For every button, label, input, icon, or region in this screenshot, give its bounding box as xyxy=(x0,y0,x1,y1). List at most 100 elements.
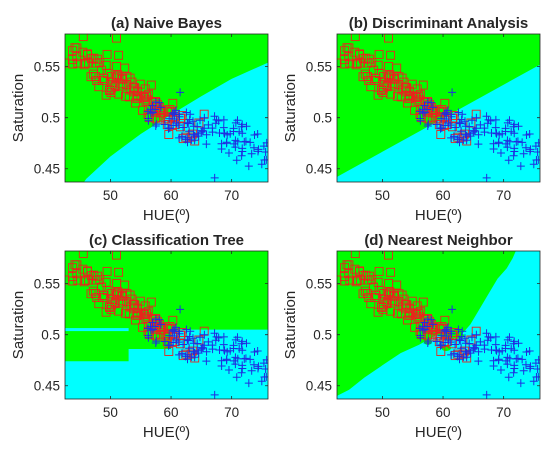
square-marker xyxy=(90,289,100,298)
plus-marker xyxy=(229,124,238,133)
plus-marker xyxy=(231,353,240,362)
plus-marker xyxy=(501,124,510,133)
plus-marker xyxy=(238,337,247,346)
plus-marker xyxy=(190,136,199,145)
y-tick-label: 0.55 xyxy=(34,60,60,75)
square-marker xyxy=(337,275,342,285)
plus-marker xyxy=(231,360,240,369)
plus-marker xyxy=(491,115,500,124)
plus-marker xyxy=(247,366,256,375)
plus-marker xyxy=(427,98,436,107)
plus-marker xyxy=(212,332,221,341)
plus-marker xyxy=(484,115,493,124)
plus-marker xyxy=(496,366,505,375)
plus-marker xyxy=(472,113,481,122)
plus-marker xyxy=(219,115,228,124)
y-axis-label: Saturation xyxy=(282,74,299,142)
plus-marker xyxy=(204,120,213,129)
plus-marker xyxy=(242,122,251,131)
plus-marker xyxy=(217,361,226,370)
plus-marker xyxy=(455,118,464,127)
x-tick-label: 50 xyxy=(103,405,118,420)
plus-marker xyxy=(432,337,441,346)
plus-marker xyxy=(224,366,233,375)
square-marker xyxy=(402,83,412,93)
plus-marker xyxy=(420,101,429,110)
plus-marker xyxy=(461,347,470,356)
panel-title: (a) Naive Bayes xyxy=(111,15,222,32)
plus-marker xyxy=(148,318,157,327)
square-marker xyxy=(374,286,384,296)
square-marker xyxy=(102,69,112,79)
square-marker xyxy=(382,299,392,309)
plus-marker xyxy=(232,373,241,382)
plus-marker xyxy=(219,332,228,341)
plus-marker xyxy=(144,333,153,342)
square-marker xyxy=(56,30,64,38)
plus-marker xyxy=(521,360,530,369)
y-tick-label: 0.45 xyxy=(34,162,60,177)
square-marker xyxy=(116,296,125,306)
plus-marker xyxy=(474,357,483,366)
plus-marker xyxy=(183,118,192,127)
plus-marker xyxy=(457,127,466,136)
plus-marker xyxy=(185,127,194,136)
plus-marker xyxy=(440,326,449,335)
plus-marker xyxy=(175,110,184,119)
plus-marker xyxy=(257,377,266,386)
plus-marker xyxy=(238,120,247,129)
square-marker xyxy=(384,278,394,288)
plus-marker xyxy=(510,337,519,346)
plus-marker xyxy=(202,140,211,149)
plus-marker xyxy=(254,362,263,371)
plus-marker xyxy=(494,356,503,365)
square-marker xyxy=(402,300,412,310)
square-marker xyxy=(102,49,112,59)
square-marker xyxy=(413,96,423,106)
x-tick-label: 50 xyxy=(103,188,118,203)
plus-marker xyxy=(531,142,540,151)
plus-marker xyxy=(183,335,192,344)
plus-marker xyxy=(165,114,174,123)
square-marker xyxy=(388,296,397,306)
x-tick-label: 60 xyxy=(436,188,451,203)
plus-marker xyxy=(521,143,530,152)
y-axis-label: Saturation xyxy=(10,74,27,142)
square-marker xyxy=(94,82,104,92)
plus-marker xyxy=(193,129,202,138)
square-marker xyxy=(373,307,383,317)
plus-marker xyxy=(432,120,441,129)
plus-marker xyxy=(437,123,446,132)
square-marker xyxy=(140,301,150,311)
square-marker xyxy=(110,299,120,309)
plus-marker xyxy=(253,346,262,355)
plus-marker xyxy=(423,322,432,331)
plus-marker xyxy=(470,343,479,352)
x-tick-label: 70 xyxy=(224,188,239,203)
plus-marker xyxy=(448,305,457,314)
plus-marker xyxy=(222,356,231,365)
plus-marker xyxy=(501,341,510,350)
square-marker xyxy=(194,118,204,128)
plot-area xyxy=(337,251,540,399)
plus-marker xyxy=(254,145,263,154)
plus-marker xyxy=(188,117,197,126)
plus-marker xyxy=(447,327,456,336)
square-marker xyxy=(99,73,109,83)
plus-marker xyxy=(181,352,190,361)
plus-marker xyxy=(155,98,164,107)
square-marker xyxy=(384,61,394,71)
plus-marker xyxy=(423,121,432,130)
plus-marker xyxy=(498,129,507,138)
plus-marker xyxy=(179,340,188,349)
square-marker xyxy=(84,58,93,68)
square-marker xyxy=(139,93,149,103)
square-marker xyxy=(84,275,93,285)
plus-marker xyxy=(447,350,456,359)
plus-marker xyxy=(453,352,462,361)
plus-marker xyxy=(146,109,155,118)
plus-marker xyxy=(460,117,469,126)
square-marker xyxy=(412,301,422,311)
square-marker xyxy=(125,73,135,83)
plus-marker xyxy=(533,365,540,374)
